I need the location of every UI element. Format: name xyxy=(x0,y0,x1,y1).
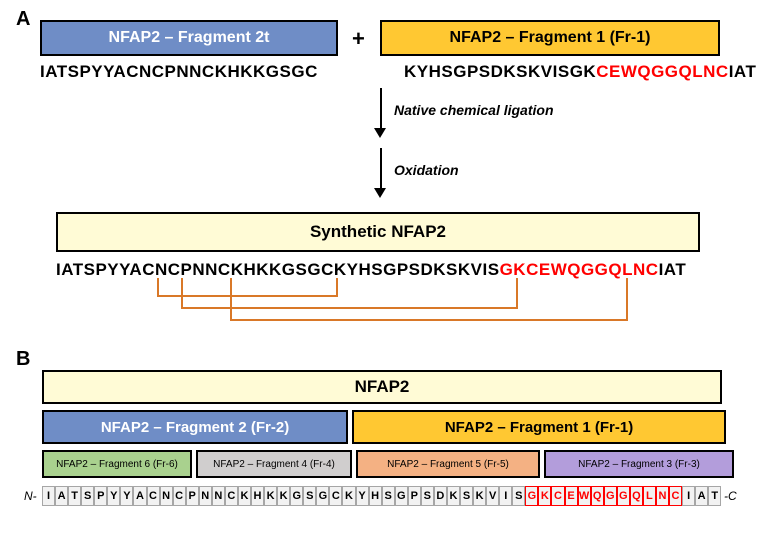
seq-cell: K xyxy=(342,486,355,506)
seq-cell: I xyxy=(499,486,512,506)
seq-cell: A xyxy=(133,486,146,506)
seq-cell: Y xyxy=(107,486,120,506)
seq-cell: N xyxy=(199,486,212,506)
fragment-2t-box: NFAP2 – Fragment 2t xyxy=(40,20,338,56)
seq-cell: P xyxy=(94,486,107,506)
seq-cell: C xyxy=(669,486,682,506)
seq-cell: G xyxy=(525,486,538,506)
seq-cell: S xyxy=(421,486,434,506)
n-terminus-label: N- xyxy=(24,489,37,503)
panel-b-row3-box: NFAP2 – Fragment 6 (Fr-6) xyxy=(42,450,192,478)
seq-cell: S xyxy=(81,486,94,506)
arrow-2-line xyxy=(380,148,382,188)
fragment-1-box: NFAP2 – Fragment 1 (Fr-1) xyxy=(380,20,720,56)
seq-cell: C xyxy=(551,486,564,506)
seq-cell: G xyxy=(290,486,303,506)
plus-sign: + xyxy=(352,26,365,52)
panel-b-label: B xyxy=(16,348,30,371)
diagram-canvas: A NFAP2 – Fragment 2t IATSPYYACNCPNNCKHK… xyxy=(0,0,767,534)
seq-cell: G xyxy=(617,486,630,506)
disulfide-bridge xyxy=(231,278,627,320)
panel-b-row2-box: NFAP2 – Fragment 1 (Fr-1) xyxy=(352,410,726,444)
c-terminus-label: -C xyxy=(724,489,737,503)
seq-cell: L xyxy=(643,486,656,506)
seq-cell: H xyxy=(251,486,264,506)
seq-cell: K xyxy=(473,486,486,506)
disulfide-bridge xyxy=(182,278,517,308)
panel-b-sequence-grid: IATSPYYACNCPNNCKHKKGSGCKYHSGPSDKSKVISGKC… xyxy=(42,486,721,506)
seq-cell: Q xyxy=(630,486,643,506)
syn-seq-p2: GKCEWQGGQLNC xyxy=(500,260,659,279)
seq-cell: N xyxy=(160,486,173,506)
fragment-1-title: NFAP2 – Fragment 1 (Fr-1) xyxy=(450,29,651,47)
seq-cell: C xyxy=(225,486,238,506)
panel-b-row3-box: NFAP2 – Fragment 4 (Fr-4) xyxy=(196,450,352,478)
seq-cell: C xyxy=(173,486,186,506)
seq-cell: T xyxy=(68,486,81,506)
seq-cell: I xyxy=(42,486,55,506)
seq-cell: W xyxy=(578,486,591,506)
seq-cell: S xyxy=(512,486,525,506)
fragment-1-seq-tail: IAT xyxy=(729,62,757,81)
seq-cell: N xyxy=(212,486,225,506)
seq-cell: H xyxy=(369,486,382,506)
panel-b-row3-box: NFAP2 – Fragment 5 (Fr-5) xyxy=(356,450,540,478)
synthetic-nfap2-title: Synthetic NFAP2 xyxy=(310,222,446,242)
panel-b-row3-box: NFAP2 – Fragment 3 (Fr-3) xyxy=(544,450,734,478)
seq-cell: N xyxy=(656,486,669,506)
arrow-1-line xyxy=(380,88,382,128)
seq-cell: G xyxy=(604,486,617,506)
syn-seq-p1: IATSPYYACNCPNNCKHKKGSGCKYHSGPSDKSKVIS xyxy=(56,260,500,279)
step-1-label: Native chemical ligation xyxy=(394,102,554,118)
syn-seq-p3: IAT xyxy=(659,260,687,279)
panel-b-row2-box: NFAP2 – Fragment 2 (Fr-2) xyxy=(42,410,348,444)
seq-cell: D xyxy=(434,486,447,506)
arrow-1-head xyxy=(374,128,386,138)
panel-a-label: A xyxy=(16,8,30,31)
synthetic-nfap2-box: Synthetic NFAP2 xyxy=(56,212,700,252)
seq-cell: Y xyxy=(120,486,133,506)
seq-cell: A xyxy=(695,486,708,506)
seq-cell: S xyxy=(460,486,473,506)
seq-cell: V xyxy=(486,486,499,506)
seq-cell: Y xyxy=(356,486,369,506)
seq-cell: I xyxy=(682,486,695,506)
seq-cell: S xyxy=(303,486,316,506)
step-2-label: Oxidation xyxy=(394,162,459,178)
seq-cell: C xyxy=(329,486,342,506)
seq-cell: Q xyxy=(591,486,604,506)
seq-cell: K xyxy=(238,486,251,506)
seq-cell: S xyxy=(382,486,395,506)
seq-cell: K xyxy=(277,486,290,506)
seq-cell: C xyxy=(147,486,160,506)
seq-cell: G xyxy=(316,486,329,506)
seq-cell: T xyxy=(708,486,721,506)
seq-cell: G xyxy=(395,486,408,506)
seq-cell: K xyxy=(447,486,460,506)
seq-cell: E xyxy=(565,486,578,506)
fragment-2t-title: NFAP2 – Fragment 2t xyxy=(109,29,270,47)
seq-cell: A xyxy=(55,486,68,506)
fragment-1-seq-plain: KYHSGPSDKSKVISGK xyxy=(404,62,596,81)
seq-cell: P xyxy=(186,486,199,506)
fragment-2t-sequence: IATSPYYACNCPNNCKHKKGSGC xyxy=(40,62,318,82)
panel-b-nfap2-box: NFAP2 xyxy=(42,370,722,404)
seq-cell: P xyxy=(408,486,421,506)
fragment-1-seq-highlight: CEWQGGQLNC xyxy=(596,62,729,81)
disulfide-bridge xyxy=(158,278,337,296)
seq-cell: K xyxy=(538,486,551,506)
seq-cell: K xyxy=(264,486,277,506)
arrow-2-head xyxy=(374,188,386,198)
fragment-1-sequence: KYHSGPSDKSKVISGKCEWQGGQLNCIAT xyxy=(404,62,756,82)
synthetic-nfap2-sequence: IATSPYYACNCPNNCKHKKGSGCKYHSGPSDKSKVISGKC… xyxy=(56,260,686,280)
